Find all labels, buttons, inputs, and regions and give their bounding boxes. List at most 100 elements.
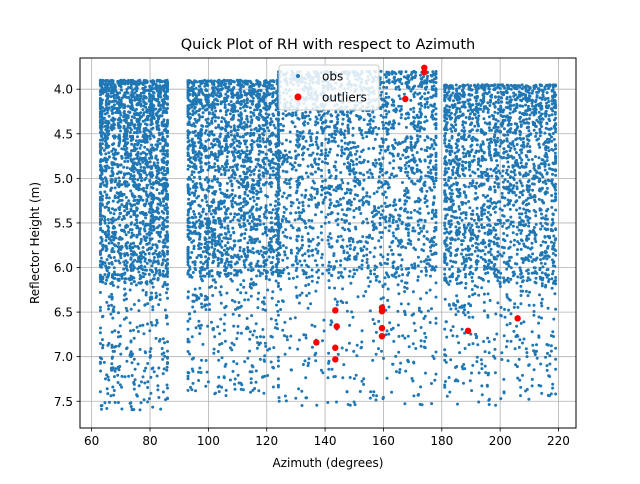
obs-point bbox=[204, 178, 207, 181]
obs-point bbox=[111, 161, 114, 164]
obs-point bbox=[123, 280, 126, 283]
obs-point bbox=[227, 261, 230, 264]
obs-point bbox=[150, 246, 153, 249]
obs-point bbox=[155, 197, 158, 200]
obs-point bbox=[214, 255, 217, 258]
obs-point bbox=[145, 186, 148, 189]
obs-point bbox=[205, 238, 208, 241]
obs-point bbox=[216, 159, 219, 162]
obs-point bbox=[156, 208, 159, 211]
obs-point bbox=[117, 102, 120, 105]
obs-point bbox=[301, 112, 304, 115]
obs-point bbox=[221, 192, 224, 195]
obs-point bbox=[99, 210, 102, 213]
obs-point bbox=[384, 191, 387, 194]
obs-point bbox=[150, 144, 153, 147]
obs-point bbox=[194, 268, 197, 271]
obs-point bbox=[149, 350, 152, 353]
obs-point bbox=[197, 141, 200, 144]
obs-point bbox=[229, 234, 232, 237]
obs-point bbox=[245, 228, 248, 231]
obs-point bbox=[327, 279, 330, 282]
obs-point bbox=[269, 142, 272, 145]
obs-point bbox=[144, 367, 147, 370]
obs-point bbox=[249, 134, 252, 137]
obs-point bbox=[272, 250, 275, 253]
obs-point bbox=[212, 95, 215, 98]
obs-point bbox=[208, 303, 211, 306]
obs-point bbox=[248, 222, 251, 225]
obs-point bbox=[214, 169, 217, 172]
obs-point bbox=[203, 268, 206, 271]
obs-point bbox=[244, 133, 247, 136]
obs-point bbox=[191, 306, 194, 309]
obs-point bbox=[101, 238, 104, 241]
obs-point bbox=[146, 108, 149, 111]
obs-point bbox=[158, 240, 161, 243]
obs-point bbox=[201, 199, 204, 202]
obs-point bbox=[263, 354, 266, 357]
obs-point bbox=[274, 204, 277, 207]
obs-point bbox=[204, 255, 207, 258]
obs-point bbox=[316, 264, 319, 267]
obs-point bbox=[111, 386, 114, 389]
obs-point bbox=[214, 116, 217, 119]
obs-point bbox=[101, 120, 104, 123]
obs-point bbox=[208, 286, 211, 289]
obs-point bbox=[130, 405, 133, 408]
obs-point bbox=[130, 143, 133, 146]
obs-point bbox=[165, 109, 168, 112]
obs-point bbox=[272, 256, 275, 259]
obs-point bbox=[146, 362, 149, 365]
obs-point bbox=[195, 87, 198, 90]
obs-point bbox=[136, 155, 139, 158]
obs-point bbox=[152, 147, 155, 150]
obs-point bbox=[142, 275, 145, 278]
obs-point bbox=[137, 142, 140, 145]
obs-point bbox=[262, 222, 265, 225]
obs-point bbox=[144, 269, 147, 272]
obs-point bbox=[274, 153, 277, 156]
obs-point bbox=[139, 251, 142, 254]
obs-point bbox=[233, 158, 236, 161]
obs-point bbox=[101, 338, 104, 341]
obs-point bbox=[218, 332, 221, 335]
obs-point bbox=[221, 356, 224, 359]
obs-point bbox=[162, 212, 165, 215]
obs-point bbox=[155, 292, 158, 295]
obs-point bbox=[162, 138, 165, 141]
obs-point bbox=[270, 87, 273, 90]
obs-point bbox=[112, 148, 115, 151]
obs-point bbox=[197, 119, 200, 122]
obs-point bbox=[166, 197, 169, 200]
obs-point bbox=[158, 269, 161, 272]
obs-point bbox=[265, 157, 268, 160]
obs-point bbox=[268, 164, 271, 167]
obs-point bbox=[414, 329, 417, 332]
obs-point bbox=[189, 123, 192, 126]
obs-point bbox=[213, 80, 216, 83]
obs-point bbox=[135, 87, 138, 90]
obs-point bbox=[101, 230, 104, 233]
obs-point bbox=[219, 200, 222, 203]
obs-point bbox=[239, 283, 242, 286]
obs-point bbox=[103, 133, 106, 136]
obs-point bbox=[271, 366, 274, 369]
obs-point bbox=[118, 180, 121, 183]
obs-point bbox=[268, 183, 271, 186]
obs-point bbox=[264, 206, 267, 209]
obs-point bbox=[275, 270, 278, 273]
obs-point bbox=[104, 231, 107, 234]
obs-point bbox=[158, 272, 161, 275]
obs-point bbox=[248, 263, 251, 266]
obs-point bbox=[129, 228, 132, 231]
obs-point bbox=[272, 101, 275, 104]
obs-point bbox=[114, 158, 117, 161]
obs-point bbox=[139, 188, 142, 191]
obs-point bbox=[191, 200, 194, 203]
obs-point bbox=[152, 187, 155, 190]
obs-point bbox=[113, 389, 116, 392]
obs-point bbox=[227, 230, 230, 233]
obs-point bbox=[227, 132, 230, 135]
obs-point bbox=[238, 196, 241, 199]
